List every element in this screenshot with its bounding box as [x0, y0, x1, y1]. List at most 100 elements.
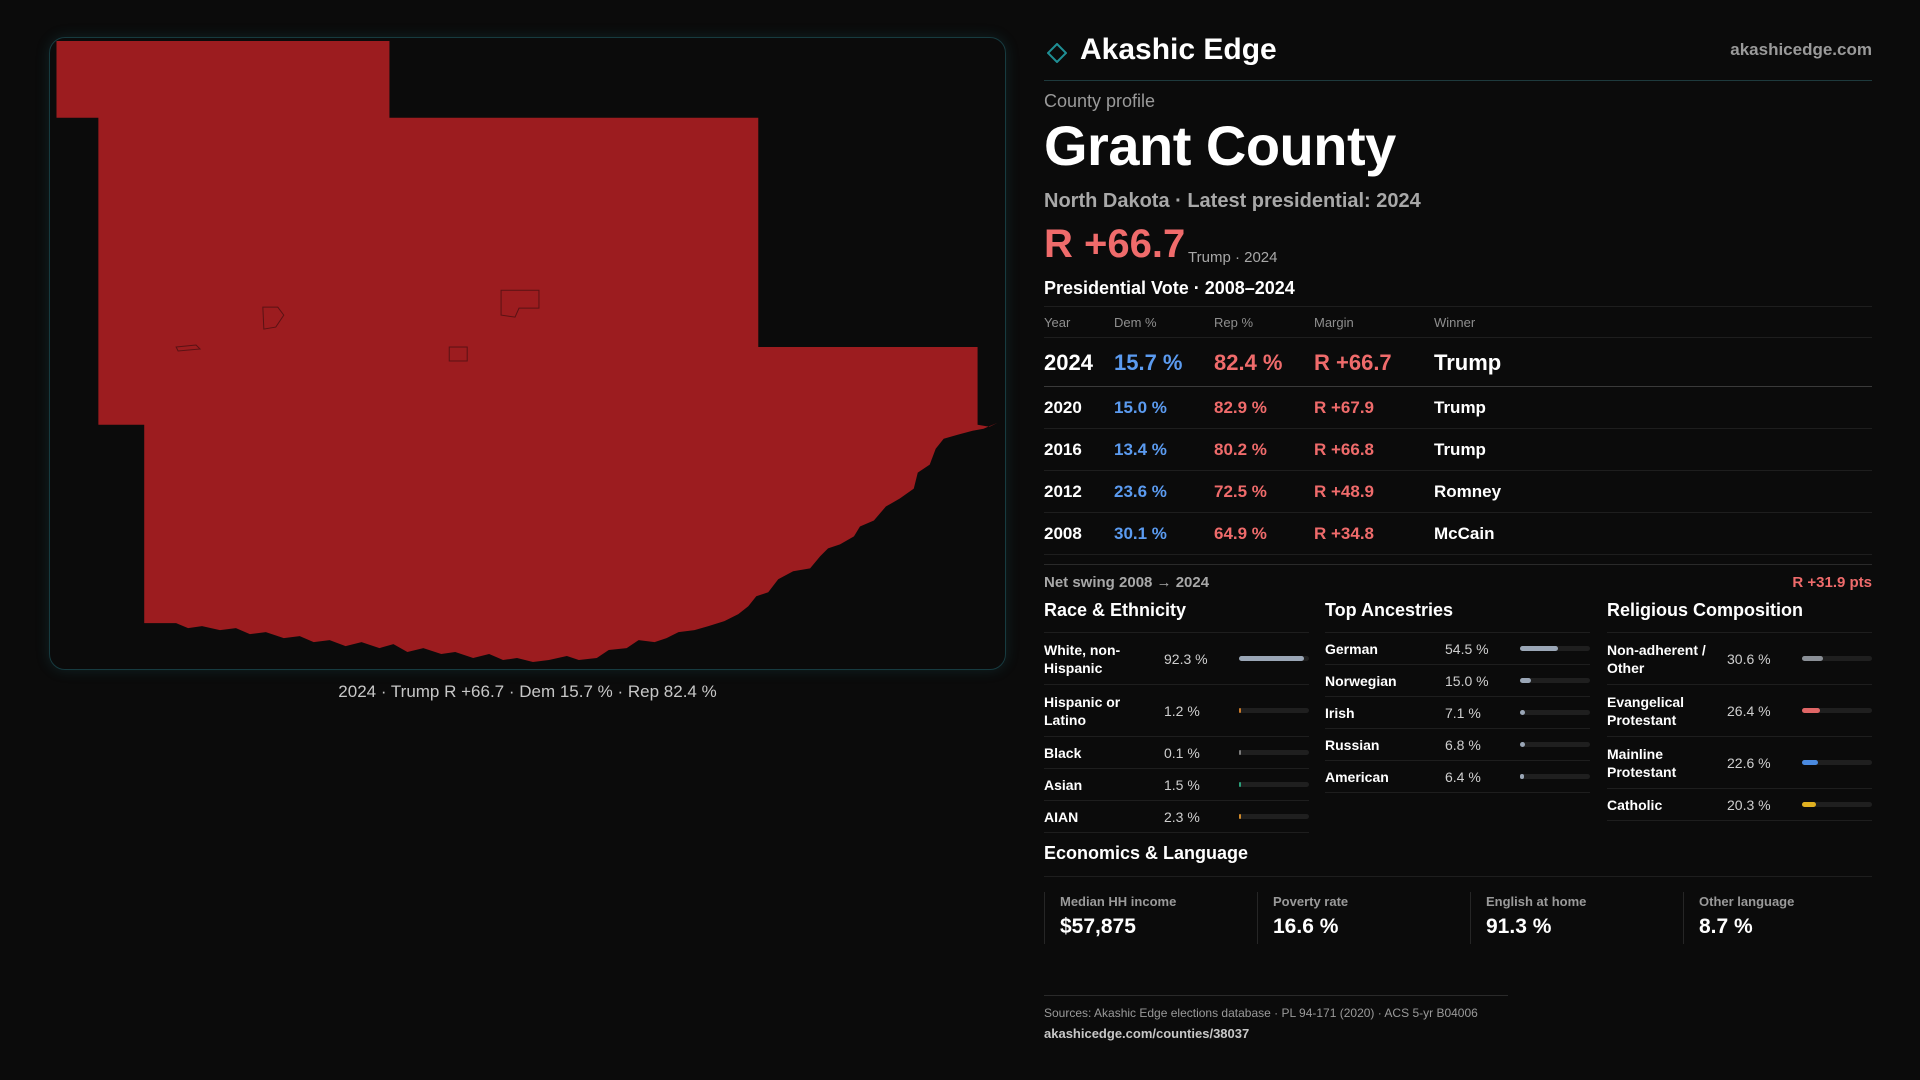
stat-bar: [1520, 709, 1590, 715]
stat-bar: [1802, 655, 1872, 661]
stat-bar-fill: [1802, 801, 1816, 807]
sources-text: Sources: Akashic Edge elections database…: [1044, 1006, 1478, 1020]
vote-margin: R +34.8: [1314, 524, 1375, 543]
site-link[interactable]: akashicedge.com: [1730, 40, 1872, 59]
stat-value: 26.4 %: [1727, 702, 1771, 719]
stat-bar: [1520, 645, 1590, 651]
stat-value: 7.1 %: [1445, 704, 1481, 721]
stat-bar: [1802, 759, 1872, 765]
vote-row: 2016 13.4 % 80.2 % R +66.8 Trump: [1044, 429, 1872, 471]
stat-bar: [1239, 707, 1309, 713]
county-map-panel[interactable]: [49, 37, 1006, 670]
stat-bar: [1520, 677, 1590, 683]
stat-value: 54.5 %: [1445, 640, 1489, 657]
vote-dem: 30.1 %: [1114, 524, 1167, 543]
stat-value: 1.5 %: [1164, 776, 1200, 793]
vote-margin: R +48.9: [1314, 482, 1375, 501]
stat-row: American 6.4 %: [1325, 761, 1590, 793]
stat-value: 92.3 %: [1164, 650, 1208, 667]
stat-label: Mainline Protestant: [1607, 745, 1677, 780]
stat-label: Non-adherent / Other: [1607, 641, 1706, 676]
net-swing-label: Net swing 2008 → 2024: [1044, 574, 1210, 591]
col-year: Year: [1044, 315, 1071, 330]
stat-bar: [1802, 707, 1872, 713]
stat-label: Evangelical Protestant: [1607, 693, 1685, 728]
economics-title: Economics & Language: [1044, 843, 1872, 877]
stat-row: Black 0.1 %: [1044, 737, 1309, 769]
stat-label: Catholic: [1607, 796, 1663, 813]
stat-row: White, non-Hispanic 92.3 %: [1044, 633, 1309, 685]
vote-year: 2016: [1044, 440, 1082, 459]
vote-margin: R +67.9: [1314, 398, 1375, 417]
stat-value: 0.1 %: [1164, 744, 1200, 761]
econ-label: Median HH income: [1060, 894, 1177, 909]
stat-bar-fill: [1239, 781, 1241, 787]
county-shape[interactable]: [56, 40, 998, 663]
econ-label: Poverty rate: [1273, 894, 1349, 909]
col-dem: Dem %: [1114, 315, 1157, 330]
col-rep: Rep %: [1214, 315, 1254, 330]
township-outline: [448, 346, 468, 362]
stat-value: 30.6 %: [1727, 650, 1771, 667]
stat-bar-fill: [1239, 813, 1241, 819]
diamond-icon: [1047, 43, 1067, 63]
page-kicker: County profile: [1044, 91, 1156, 111]
stat-label: AIAN: [1044, 808, 1079, 825]
stat-bar-fill: [1239, 749, 1241, 755]
vote-table-header: Year Dem % Rep % Margin Winner: [1044, 307, 1872, 338]
vote-year: 2008: [1044, 524, 1082, 543]
stat-bar-fill: [1802, 707, 1820, 713]
stat-label: American: [1325, 768, 1389, 785]
county-url[interactable]: akashicedge.com/counties/38037: [1044, 1026, 1250, 1041]
vote-winner: Romney: [1434, 482, 1502, 501]
vote-row: 2020 15.0 % 82.9 % R +67.9 Trump: [1044, 387, 1872, 429]
vote-table-title: Presidential Vote · 2008–2024: [1044, 278, 1295, 298]
latest-margin-note: Trump · 2024: [1188, 249, 1278, 266]
econ-card: English at home 91.3 %: [1470, 892, 1676, 944]
race-section: Race & Ethnicity White, non-Hispanic 92.…: [1044, 600, 1309, 833]
vote-table: Year Dem % Rep % Margin Winner 2024 15.7…: [1044, 306, 1872, 555]
stat-bar-fill: [1520, 709, 1525, 715]
stat-row: Non-adherent / Other 30.6 %: [1607, 633, 1872, 685]
econ-label: Other language: [1699, 894, 1795, 909]
religion-section: Religious Composition Non-adherent / Oth…: [1607, 600, 1872, 821]
stat-row: Irish 7.1 %: [1325, 697, 1590, 729]
vote-winner: Trump: [1434, 398, 1486, 417]
township-outline: [175, 344, 202, 352]
vote-rep: 64.9 %: [1214, 524, 1267, 543]
econ-value: $57,875: [1060, 915, 1136, 938]
map-caption: 2024 · Trump R +66.7 · Dem 15.7 % · Rep …: [338, 682, 717, 701]
stat-bar: [1239, 813, 1309, 819]
net-swing-value: R +31.9 pts: [1792, 574, 1872, 591]
col-winner: Winner: [1434, 315, 1476, 330]
econ-card: Median HH income $57,875: [1044, 892, 1250, 944]
religion-title: Religious Composition: [1607, 600, 1872, 633]
stat-row: Mainline Protestant 22.6 %: [1607, 737, 1872, 789]
vote-rep: 82.4 %: [1214, 350, 1283, 375]
stat-bar: [1239, 655, 1309, 661]
stat-bar-fill: [1802, 759, 1818, 765]
stat-value: 6.4 %: [1445, 768, 1481, 785]
vote-rep: 82.9 %: [1214, 398, 1267, 417]
stat-bar-fill: [1520, 741, 1525, 747]
stat-value: 1.2 %: [1164, 702, 1200, 719]
sources-footer: Sources: Akashic Edge elections database…: [1044, 995, 1508, 1041]
stat-bar: [1520, 741, 1590, 747]
county-map[interactable]: [50, 38, 1005, 669]
stat-row: Norwegian 15.0 %: [1325, 665, 1590, 697]
header: Akashic Edge akashicedge.com: [1044, 30, 1872, 81]
econ-card: Poverty rate 16.6 %: [1257, 892, 1463, 944]
ancestry-section: Top Ancestries German 54.5 % Norwegian 1…: [1325, 600, 1590, 793]
page-subtitle: North Dakota · Latest presidential: 2024: [1044, 190, 1421, 212]
township-outline: [500, 289, 540, 318]
stat-row: German 54.5 %: [1325, 633, 1590, 665]
econ-value: 8.7 %: [1699, 915, 1753, 938]
page-title: Grant County: [1044, 114, 1396, 177]
vote-rep: 80.2 %: [1214, 440, 1267, 459]
stat-value: 2.3 %: [1164, 808, 1200, 825]
stat-bar-fill: [1520, 677, 1531, 683]
vote-year: 2020: [1044, 398, 1082, 417]
vote-winner: Trump: [1434, 440, 1486, 459]
stat-label: Asian: [1044, 776, 1083, 793]
race-title: Race & Ethnicity: [1044, 600, 1309, 633]
